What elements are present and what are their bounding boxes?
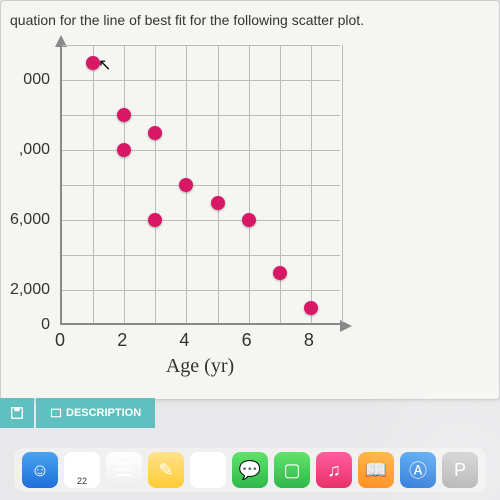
grid-line-h bbox=[62, 185, 340, 186]
grid-line-v bbox=[249, 45, 250, 323]
calendar-day: 22 bbox=[75, 476, 89, 486]
grid-line-v bbox=[311, 45, 312, 323]
question-text: quation for the line of best fit for the… bbox=[10, 12, 364, 28]
ibooks-icon[interactable]: 📖 bbox=[358, 452, 394, 488]
data-point bbox=[179, 178, 193, 192]
grid-line-v bbox=[155, 45, 156, 323]
grid-line-h bbox=[62, 255, 340, 256]
data-point bbox=[117, 143, 131, 157]
y-tick-label: 6,000 bbox=[10, 211, 50, 229]
data-point bbox=[117, 108, 131, 122]
grid-line-v bbox=[93, 45, 94, 323]
y-tick-label: ,000 bbox=[19, 141, 50, 159]
save-button[interactable] bbox=[0, 398, 34, 428]
data-point bbox=[148, 213, 162, 227]
x-tick-label: 0 bbox=[55, 330, 65, 351]
grid-line-h bbox=[62, 150, 340, 151]
x-tick-label: 4 bbox=[179, 330, 189, 351]
grid-line-v bbox=[124, 45, 125, 323]
data-point bbox=[148, 126, 162, 140]
calendar-icon[interactable]: 22 bbox=[64, 452, 100, 488]
messages-icon[interactable]: 💬 bbox=[232, 452, 268, 488]
grid-line-v bbox=[342, 45, 343, 323]
grid-line-h bbox=[62, 45, 340, 46]
description-button[interactable]: DESCRIPTION bbox=[36, 398, 155, 428]
data-point bbox=[211, 196, 225, 210]
scatter-chart: 000,0006,0002,0000 02468 Age (yr) ↖ bbox=[40, 45, 420, 375]
x-tick-label: 2 bbox=[117, 330, 127, 351]
y-tick-label: 0 bbox=[41, 316, 50, 334]
description-label: DESCRIPTION bbox=[66, 407, 141, 419]
grid-line-h bbox=[62, 220, 340, 221]
preview-icon[interactable]: P bbox=[442, 452, 478, 488]
page-toolbar: DESCRIPTION bbox=[0, 398, 155, 428]
data-point bbox=[304, 301, 318, 315]
x-axis-title: Age (yr) bbox=[60, 355, 340, 378]
finder-icon[interactable]: ☺ bbox=[22, 452, 58, 488]
grid-line-h bbox=[62, 290, 340, 291]
y-tick-label: 2,000 bbox=[10, 281, 50, 299]
grid-line-h bbox=[62, 80, 340, 81]
data-point bbox=[86, 56, 100, 70]
macos-dock[interactable]: ☺ 22 ☰✎✿💬▢♫📖ⒶP bbox=[14, 448, 486, 492]
notes-icon[interactable]: ✎ bbox=[148, 452, 184, 488]
facetime-icon[interactable]: ▢ bbox=[274, 452, 310, 488]
y-axis-labels: 000,0006,0002,0000 bbox=[0, 45, 50, 325]
photos-icon[interactable]: ✿ bbox=[190, 452, 226, 488]
reminders-icon[interactable]: ☰ bbox=[106, 452, 142, 488]
y-tick-label: 000 bbox=[23, 71, 50, 89]
x-tick-label: 8 bbox=[304, 330, 314, 351]
plot-area bbox=[60, 45, 340, 325]
data-point bbox=[273, 266, 287, 280]
x-tick-label: 6 bbox=[242, 330, 252, 351]
grid-line-v bbox=[280, 45, 281, 323]
grid-line-v bbox=[218, 45, 219, 323]
appstore-icon[interactable]: Ⓐ bbox=[400, 452, 436, 488]
music-icon[interactable]: ♫ bbox=[316, 452, 352, 488]
grid-line-h bbox=[62, 115, 340, 116]
data-point bbox=[242, 213, 256, 227]
